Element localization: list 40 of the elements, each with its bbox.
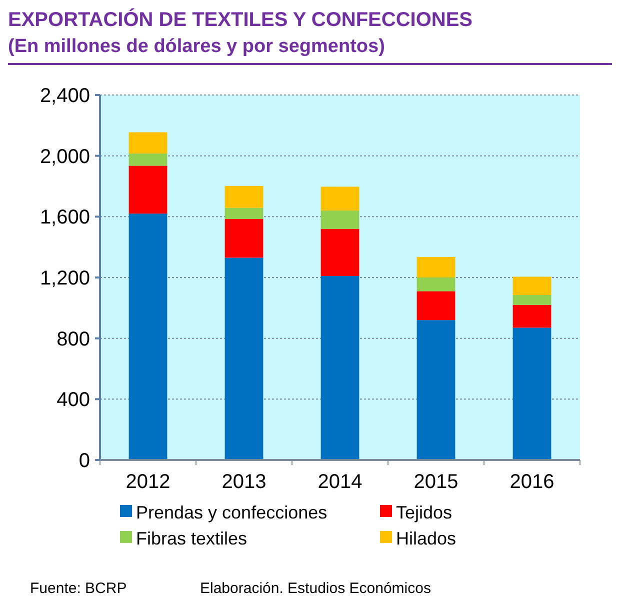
bar [512,304,552,328]
x-tick-label: 2013 [222,471,266,493]
bar [128,132,168,154]
legend-label: Hilados [396,528,456,548]
legend-label: Tejidos [396,502,452,522]
bar [512,328,552,460]
bar [416,291,456,320]
y-tick-label: 800 [56,328,90,350]
bar [224,218,264,258]
y-tick-label: 0 [78,450,90,472]
chart-subtitle: (En millones de dólares y por segmentos) [8,36,385,57]
bar [320,276,360,460]
bar [512,294,552,305]
bar [128,166,168,214]
bar [224,186,264,208]
x-tick-label: 2014 [318,471,362,493]
y-tick-label: 1,600 [40,206,90,229]
chart-title: EXPORTACIÓN DE TEXTILES Y CONFECCIONES [8,8,473,31]
bar [416,278,456,292]
y-tick-label: 2,000 [40,146,90,168]
legend-label: Prendas y confecciones [136,502,328,522]
bar [224,258,264,460]
bar [320,210,360,229]
bar [416,320,456,460]
y-tick-label: 2,400 [40,85,90,107]
legend-label: Fibras textiles [136,528,248,548]
y-tick-label: 1,200 [40,268,90,290]
bar [224,208,264,219]
source-note: Fuente: BCRP [30,580,127,597]
x-tick-label: 2016 [510,471,554,493]
y-tick-label: 400 [56,389,90,412]
bar [128,154,168,166]
bar [320,228,360,276]
text: Elaboración. Estudios Económicos [200,580,431,597]
bar [416,256,456,278]
bar [320,186,360,211]
x-tick-label: 2015 [414,471,458,493]
bar [512,276,552,295]
x-tick-label: 2012 [126,471,170,493]
bar [128,214,168,460]
